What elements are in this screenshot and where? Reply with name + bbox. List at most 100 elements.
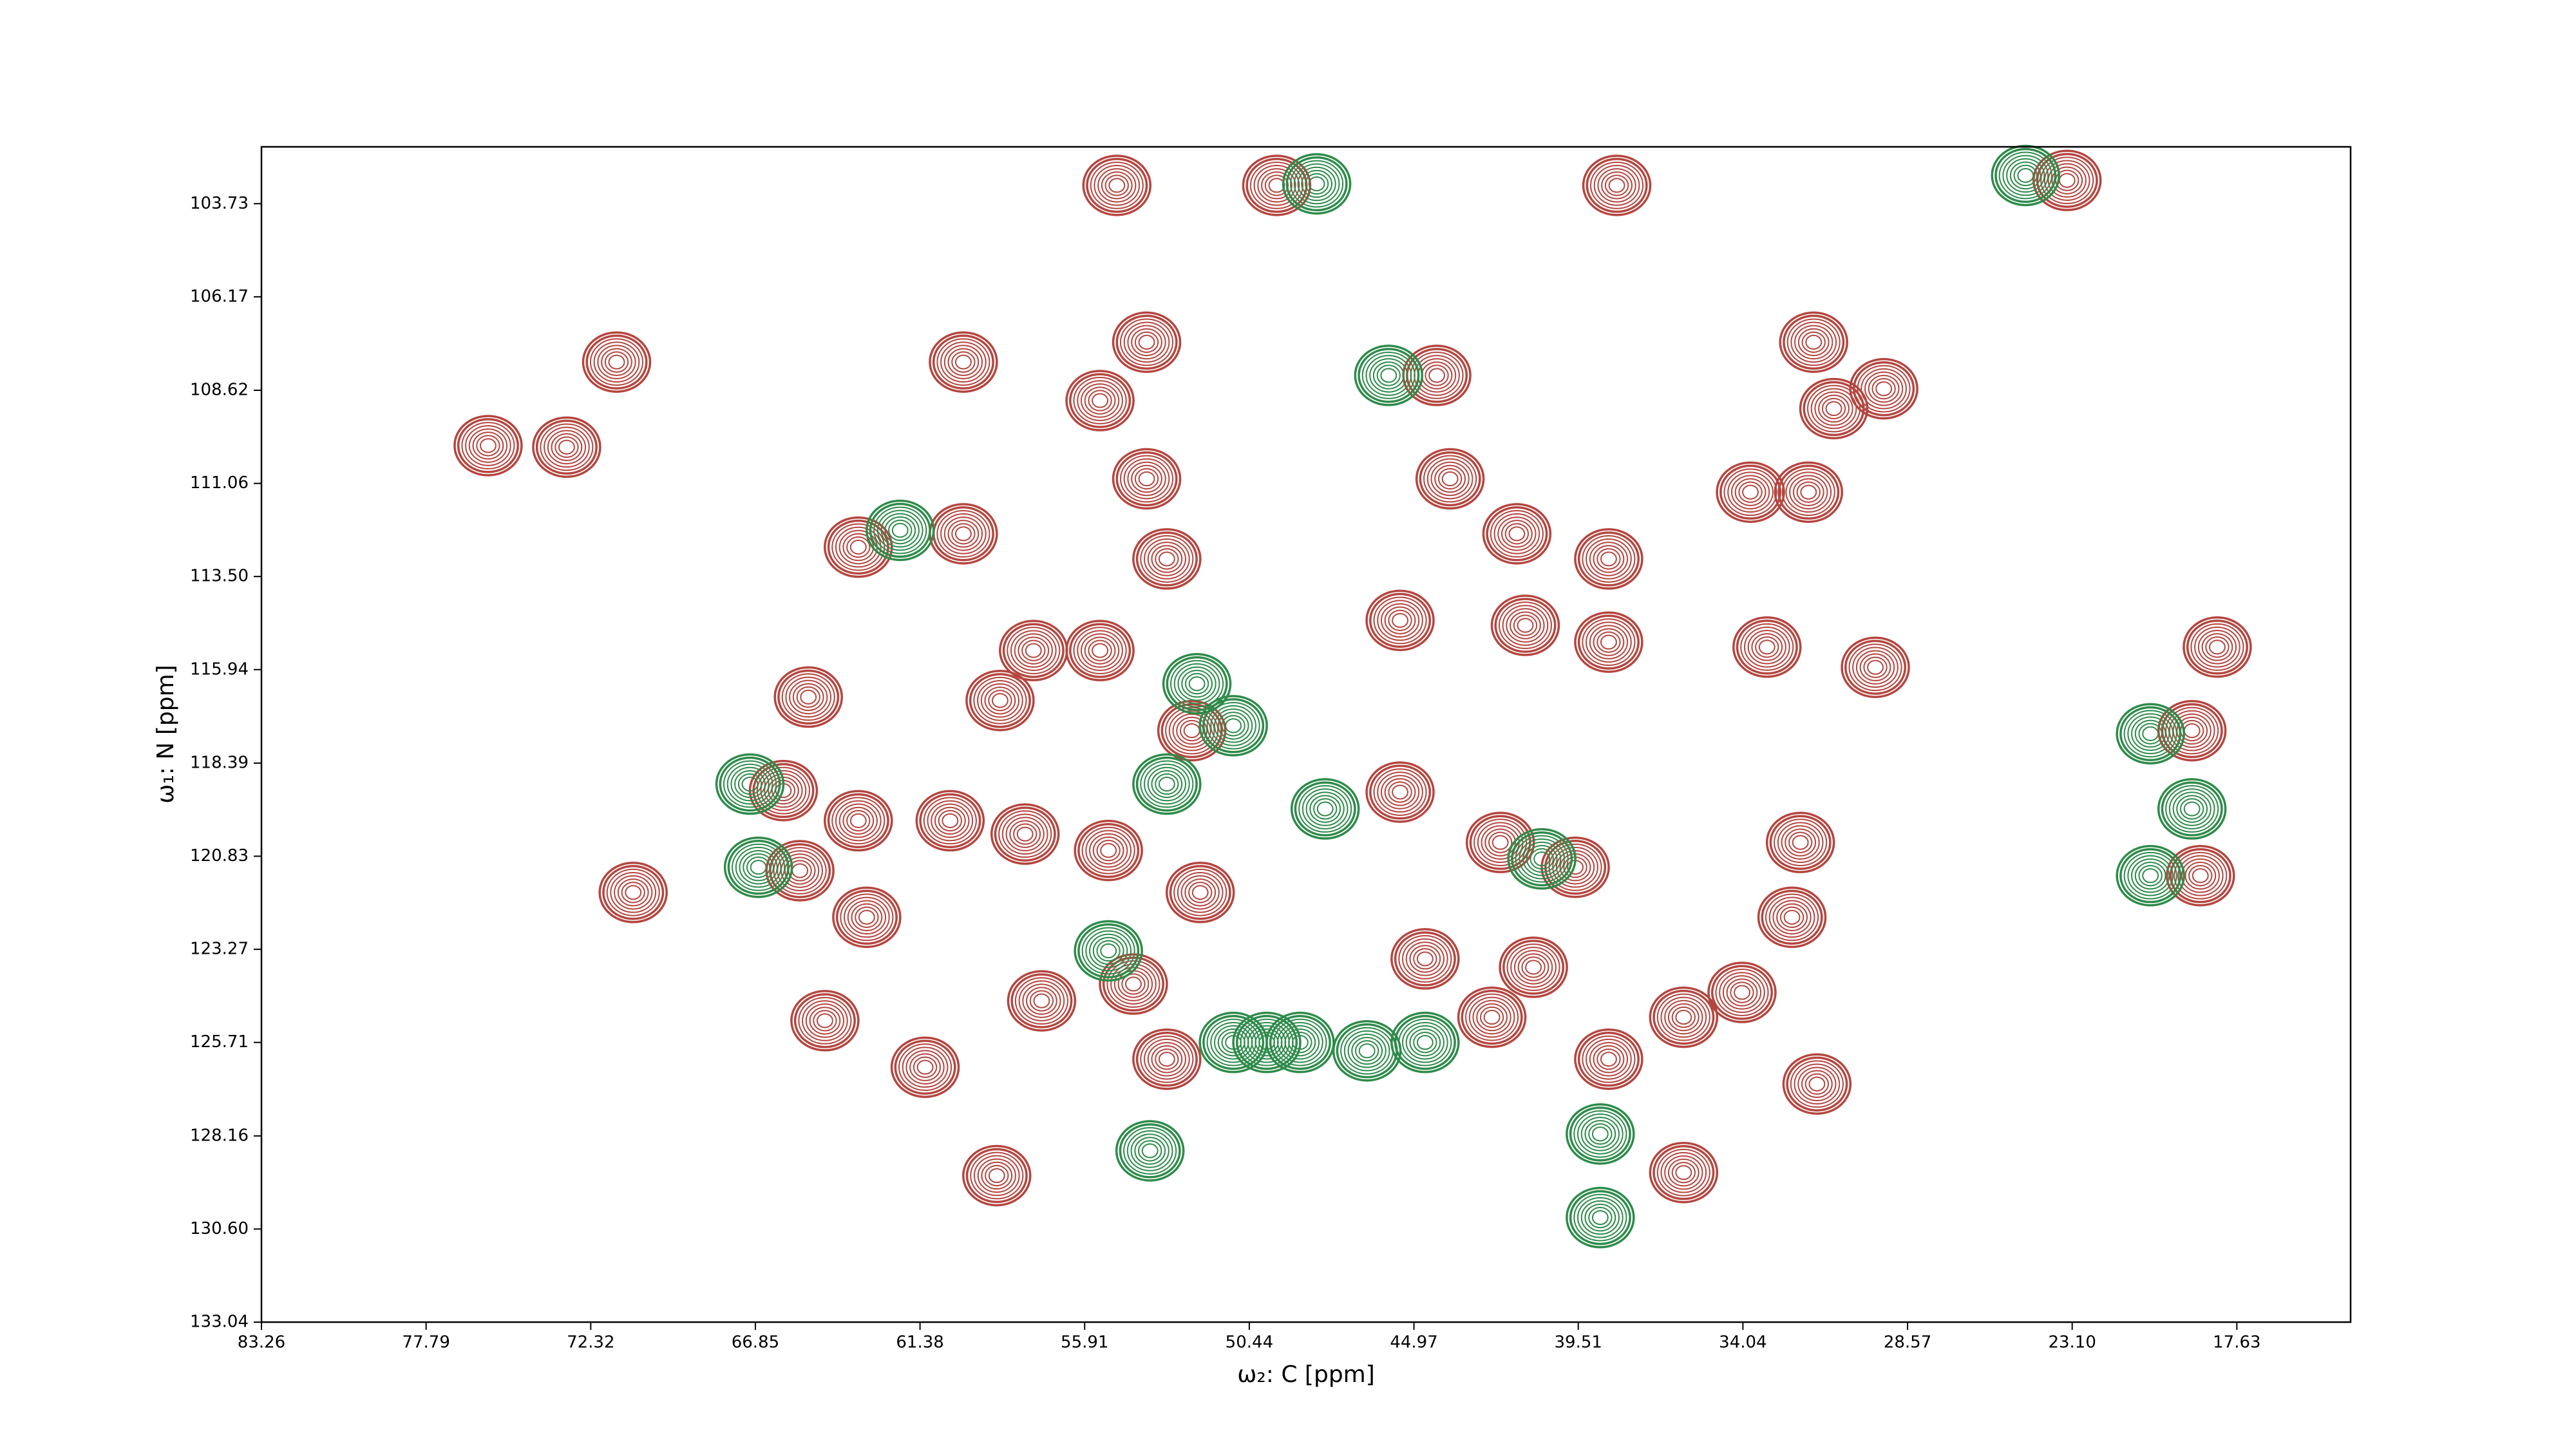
contour-ring (846, 536, 871, 558)
contour-ring (1660, 1151, 1707, 1193)
contour-ring (1781, 468, 1835, 516)
x-tick-label: 66.85 (732, 1333, 779, 1352)
contour-ring (849, 813, 867, 828)
contour-ring (1473, 819, 1528, 867)
contour-ring (1810, 388, 1857, 430)
contour-ring (1577, 1197, 1624, 1238)
contour-ring (2157, 699, 2227, 762)
contour-ring (1242, 155, 1312, 216)
contour-ring (746, 857, 771, 878)
contour-ring (873, 506, 927, 554)
contour-ring (1177, 871, 1224, 913)
contour-ring (1155, 1048, 1179, 1070)
contour-ring (1742, 484, 1759, 500)
contour-ring (1065, 370, 1135, 431)
contour-ring (1089, 933, 1128, 969)
contour-ring (938, 810, 963, 832)
contour-ring (1210, 705, 1256, 746)
contour-ring (1180, 875, 1220, 910)
plot-area (453, 144, 2252, 1249)
contour-ring (1797, 328, 1830, 357)
contour-ring (1589, 1041, 1629, 1077)
contour-ring (855, 906, 879, 928)
contour-ring (769, 843, 831, 898)
contour-ring (1099, 953, 1168, 1015)
contour-ring (723, 760, 777, 808)
contour-ring (1777, 464, 1840, 520)
contour-ring (846, 810, 871, 832)
y-tick-label: 120.83 (190, 846, 249, 866)
contour-ring (1589, 161, 1644, 209)
contour-ring (1132, 1028, 1202, 1090)
contour-ring (880, 513, 920, 548)
contour-ring (898, 1043, 952, 1092)
contour-ring (1588, 1123, 1613, 1145)
contour-ring (1468, 996, 1515, 1038)
contour-ring (2009, 161, 2041, 190)
contour-ring (1018, 636, 1050, 665)
contour-ring (2172, 791, 2211, 826)
contour-ring (2134, 719, 2166, 748)
contour-ring (479, 438, 497, 453)
contour-ring (1155, 548, 1179, 570)
contour-ring (1855, 650, 1895, 685)
contour-ring (858, 909, 875, 925)
contour-ring (1131, 464, 1162, 493)
contour-ring (614, 875, 653, 910)
contour-ring (741, 776, 759, 792)
contour-ring (2142, 726, 2159, 741)
y-tick-label: 133.04 (190, 1312, 249, 1332)
contour-ring (1488, 831, 1513, 853)
contour-ring (866, 499, 935, 562)
contour-ring (962, 1144, 1032, 1207)
contour-ring (1010, 973, 1073, 1028)
y-tick-label: 130.60 (190, 1219, 249, 1238)
contour-ring (1158, 1052, 1175, 1067)
contour-ring (1188, 676, 1206, 692)
contour-ring (2161, 703, 2223, 759)
contour-ring (1779, 906, 1804, 928)
contour-ring (1284, 1028, 1316, 1057)
contour-ring (1084, 386, 1116, 415)
contour-ring (849, 539, 867, 555)
contour-ring (1667, 1159, 1700, 1187)
contour-ring (1298, 785, 1352, 833)
contour-ring (1372, 361, 1405, 390)
contour-ring (1589, 542, 1629, 576)
contour-ring (597, 345, 636, 379)
contour-ring (2123, 710, 2177, 758)
contour-ring (1392, 612, 1409, 628)
contour-ring (1398, 935, 1452, 983)
contour-ring (1147, 542, 1186, 576)
contour-ring (940, 513, 987, 554)
contour-ring (1716, 461, 1785, 523)
contour-ring (1137, 1140, 1162, 1162)
contour-ring (777, 850, 823, 891)
contour-ring (1304, 173, 1329, 195)
contour-ring (1147, 766, 1186, 802)
contour-ring (1732, 616, 1802, 678)
contour-ring (988, 690, 1012, 712)
contour-ring (2168, 788, 2215, 829)
contour-ring (2176, 795, 2208, 823)
contour-ring (1591, 1126, 1609, 1142)
contour-ring (1814, 391, 1853, 426)
contour-ring (1600, 634, 1617, 650)
contour-ring (1998, 151, 2052, 200)
contour-ring (1409, 1028, 1441, 1057)
contour-ring (1525, 960, 1542, 975)
contour-ring (1188, 882, 1213, 904)
contour-ring (1380, 775, 1420, 810)
contour-ring (835, 526, 882, 568)
contour-ring (905, 1050, 945, 1084)
contour-ring (2165, 785, 2219, 833)
contour-ring (1755, 636, 1779, 658)
contour-ring (1214, 708, 1253, 743)
contour-ring (1825, 401, 1842, 417)
y-tick-label: 118.39 (190, 753, 249, 772)
contour-ring (1727, 471, 1774, 513)
contour-ring (1277, 1021, 1323, 1063)
contour-ring (2127, 855, 2174, 896)
contour-ring (932, 334, 994, 390)
